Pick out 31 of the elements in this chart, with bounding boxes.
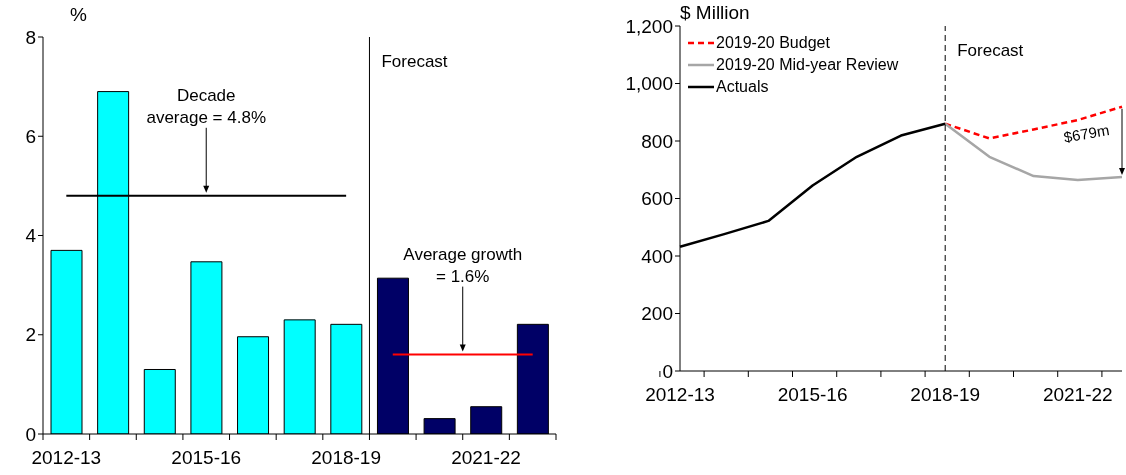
legend-label: 2019-20 Mid-year Review — [716, 56, 899, 74]
y-tick-label: 4 — [25, 225, 37, 247]
ref-line-label: Average growth = 1.6% — [403, 244, 523, 286]
x-tick-label: 2021-22 — [451, 447, 521, 468]
x-tick-label: 2015-16 — [777, 384, 848, 405]
annotation: Forecast — [381, 52, 448, 71]
x-tick-label: 2018-19 — [311, 447, 381, 468]
x-tick-label: 2012-13 — [31, 447, 102, 468]
y-tick-label: 200 — [641, 303, 673, 325]
legend-label: 2019-20 Budget — [716, 34, 830, 52]
y-tick-label: 6 — [25, 125, 36, 147]
y-axis-title: $ Million — [680, 2, 750, 24]
ref-line-label: Forecast — [957, 41, 1024, 60]
y-tick-label: 0 — [25, 423, 36, 445]
y-tick-label: 400 — [641, 245, 673, 267]
ref-line-label: Decade average = 4.8% — [146, 85, 267, 127]
legend-label: Actuals — [716, 78, 769, 96]
annotation: $679m — [1062, 121, 1111, 146]
y-axis-title: % — [70, 4, 87, 26]
y-tick-label: 1,000 — [625, 73, 673, 95]
y-tick-label: 8 — [25, 26, 36, 48]
x-tick-label: 2012-13 — [645, 384, 715, 405]
x-tick-label: 2021-22 — [1042, 384, 1113, 405]
y-tick-label: 1,200 — [625, 15, 673, 37]
line-series — [943, 122, 1124, 182]
y-tick-label: 600 — [641, 188, 673, 210]
x-tick-label: 2018-19 — [910, 384, 981, 405]
x-tick-label: 2015-16 — [171, 447, 242, 468]
y-tick-label: 0 — [662, 360, 673, 382]
y-tick-label: 2 — [25, 324, 36, 346]
y-tick-label: 800 — [641, 130, 673, 152]
